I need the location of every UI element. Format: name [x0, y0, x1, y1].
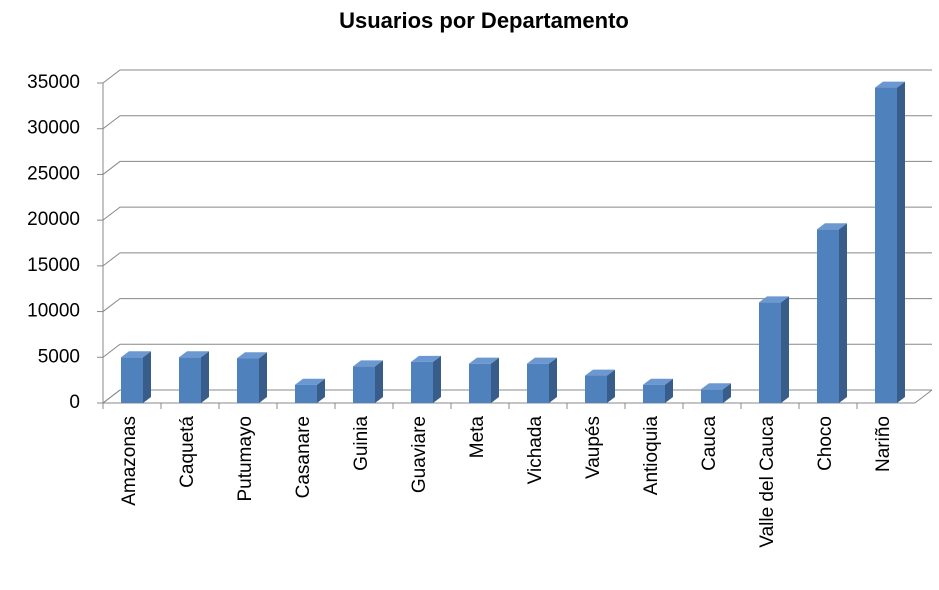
x-tick-label: Casanare: [293, 416, 314, 498]
bar-side: [375, 360, 383, 403]
bar-top: [527, 357, 557, 364]
bar: [527, 357, 557, 403]
bar-side: [201, 351, 209, 403]
x-tick-label: Amazonas: [119, 416, 140, 506]
grid-line: [102, 389, 932, 404]
bar: [295, 378, 325, 403]
bar-top: [875, 81, 905, 88]
x-tick-label: Cauca: [699, 416, 720, 471]
bar: [875, 81, 905, 404]
grid-line: [102, 298, 932, 312]
grid-segment: [102, 343, 932, 358]
bar-front: [643, 384, 665, 403]
bar-side: [143, 351, 151, 403]
bar-front: [237, 358, 259, 403]
grid-segment: [102, 252, 932, 267]
grid-segment: [102, 115, 932, 130]
bar-front: [701, 389, 723, 403]
bar-side: [897, 81, 905, 404]
y-tick-label: 20000: [27, 209, 80, 230]
y-tick-label: 35000: [27, 72, 80, 93]
x-tick-label: Choco: [815, 416, 836, 471]
grid-line: [102, 206, 932, 221]
bar-top: [469, 357, 499, 364]
bar-side: [723, 383, 731, 403]
grid-line: [102, 69, 932, 84]
bar-top: [411, 355, 441, 362]
bar: [701, 383, 731, 403]
grid-segment: [102, 160, 932, 175]
grid-segment: [102, 206, 932, 221]
grid-segment: [102, 389, 932, 404]
bar-front: [875, 87, 897, 404]
y-tick-label: 5000: [38, 346, 80, 367]
bar: [121, 351, 151, 403]
bar-front: [585, 375, 607, 403]
bar-top: [237, 352, 267, 359]
floor-line: [914, 389, 933, 404]
bar-side: [665, 378, 673, 403]
x-tick-label: Guinia: [351, 416, 372, 471]
bar-side: [781, 296, 789, 403]
y-tick-label: 0: [69, 392, 80, 413]
y-tick-label: 15000: [27, 255, 80, 276]
bar: [411, 355, 441, 403]
bar-side: [607, 369, 615, 403]
bar: [817, 223, 847, 403]
grid-line: [102, 343, 932, 358]
x-tick-label: Putumayo: [235, 416, 256, 502]
bar: [469, 357, 499, 403]
x-tick-label: Nariño: [873, 416, 894, 472]
x-tick-label: Meta: [467, 416, 488, 459]
y-tick-label: 25000: [27, 163, 80, 184]
bar-side: [317, 378, 325, 403]
bar: [643, 378, 673, 403]
bar-front: [527, 363, 549, 403]
grid-segment: [102, 298, 932, 312]
bar-side: [433, 355, 441, 403]
x-tick-label: Caquetá: [177, 416, 198, 488]
bar-front: [469, 363, 491, 403]
bar-front: [121, 357, 143, 403]
bar: [353, 360, 383, 403]
bar: [585, 369, 615, 403]
bar-front: [179, 357, 201, 403]
bar-front: [295, 384, 317, 403]
grid-line: [102, 115, 932, 130]
bar-top: [759, 296, 789, 303]
bar-top: [353, 360, 383, 367]
bar: [759, 296, 789, 403]
bar: [237, 352, 267, 403]
bar-top: [817, 223, 847, 230]
x-tick-label: Vichada: [525, 416, 546, 485]
bar-side: [839, 223, 847, 403]
x-tick-label: Antioquia: [641, 416, 662, 496]
bar-front: [411, 361, 433, 403]
bar-top: [701, 383, 731, 390]
bar-top: [121, 351, 151, 358]
bar-top: [295, 378, 325, 385]
bar-top: [643, 378, 673, 385]
bar-front: [817, 229, 839, 403]
bar: [179, 351, 209, 403]
bar-top: [179, 351, 209, 358]
grid-line: [102, 252, 932, 267]
x-tick-label: Valle del Cauca: [757, 416, 778, 548]
x-tick-label: Vaupés: [583, 416, 604, 479]
bar-side: [549, 357, 557, 403]
x-tick-label: Guaviare: [409, 416, 430, 493]
bar-front: [759, 302, 781, 403]
bar-side: [259, 352, 267, 403]
bar-side: [491, 357, 499, 403]
bar-front: [353, 366, 375, 403]
grid-line: [102, 160, 932, 175]
y-tick-label: 30000: [27, 118, 80, 139]
chart-title: Usuarios por Departamento: [339, 8, 629, 33]
bar-top: [585, 369, 615, 376]
grid-segment: [102, 69, 932, 84]
y-tick-label: 10000: [27, 301, 80, 322]
